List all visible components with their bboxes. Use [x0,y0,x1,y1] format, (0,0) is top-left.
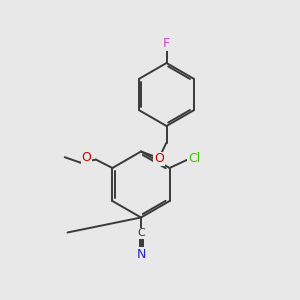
Text: F: F [163,37,170,50]
Text: N: N [136,248,146,261]
Text: C: C [137,228,145,238]
Text: Cl: Cl [188,152,200,165]
Text: O: O [154,152,164,165]
Text: O: O [82,151,92,164]
